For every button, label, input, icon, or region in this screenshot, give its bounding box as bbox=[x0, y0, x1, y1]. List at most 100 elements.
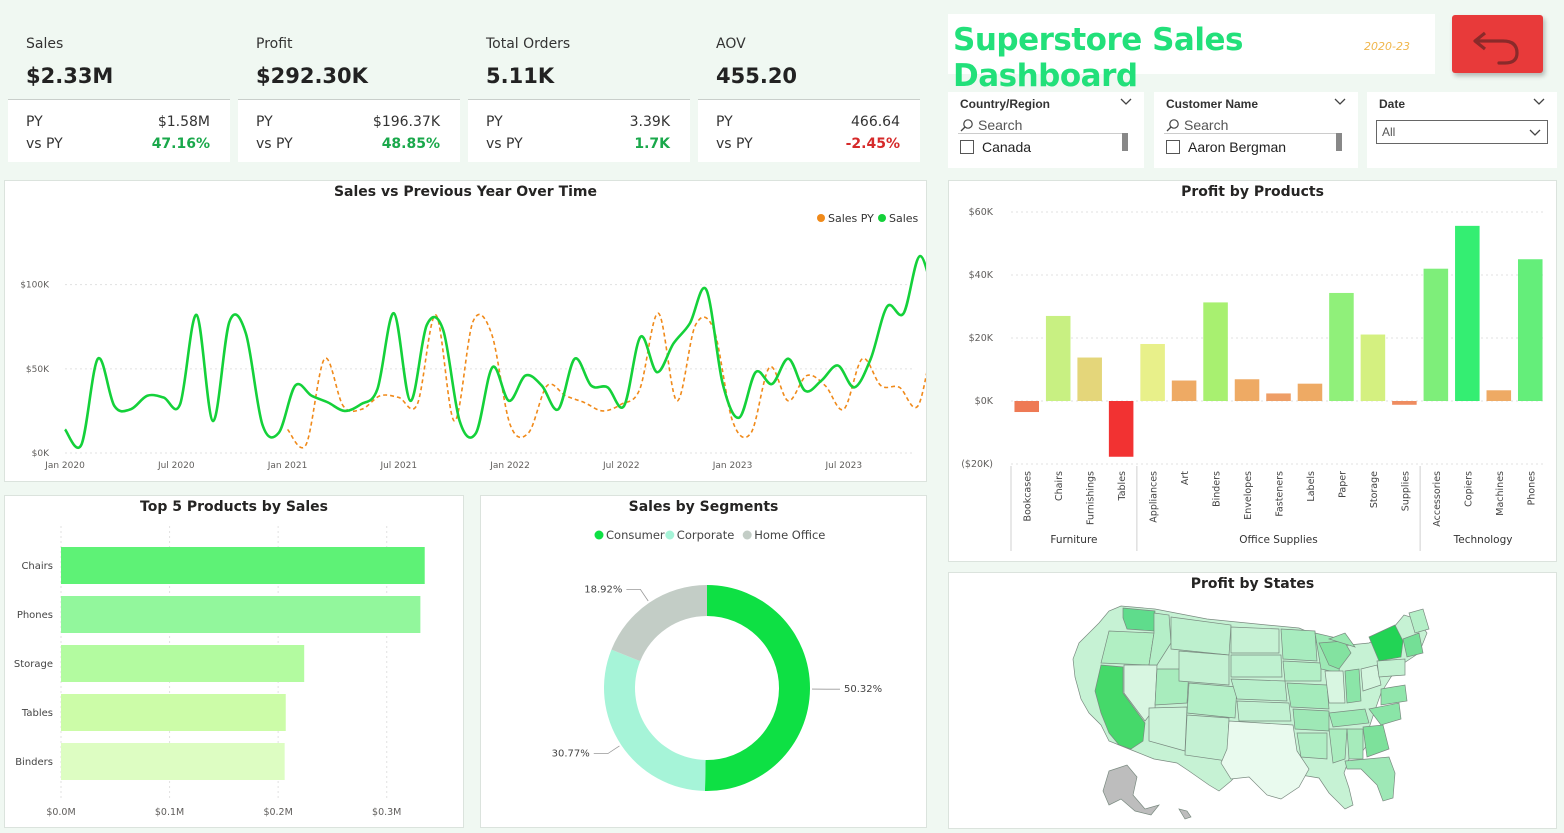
x-tick-label: Paper bbox=[1337, 471, 1348, 498]
bar-storage[interactable] bbox=[61, 645, 305, 682]
date-dropdown[interactable]: All bbox=[1376, 120, 1548, 144]
kpi-label: Sales bbox=[26, 36, 64, 52]
profit-by-products-chart[interactable]: Profit by Products ($20K) $0K $20K $40K $60K… bbox=[948, 180, 1557, 562]
y-tick-label: Storage bbox=[14, 659, 53, 670]
bar-paper[interactable] bbox=[1329, 292, 1354, 401]
leader-line bbox=[626, 589, 649, 602]
bar-furnishings[interactable] bbox=[1077, 357, 1102, 401]
slice-corporate[interactable] bbox=[604, 649, 706, 791]
bar-storage[interactable] bbox=[1360, 334, 1386, 401]
date-slicer[interactable]: Date All bbox=[1367, 92, 1557, 168]
series-line-sales-py[interactable] bbox=[286, 288, 926, 449]
checkbox[interactable] bbox=[960, 140, 974, 154]
y-tick-label: ($20K) bbox=[961, 459, 993, 470]
country-slicer-scrollbar[interactable] bbox=[1122, 133, 1128, 151]
y-tick-label: Chairs bbox=[21, 561, 53, 572]
checkbox[interactable] bbox=[1166, 140, 1180, 154]
country-search-placeholder: Search bbox=[978, 117, 1023, 133]
kpi-label: Total Orders bbox=[486, 36, 571, 52]
legend-label: Consumer bbox=[606, 528, 665, 542]
x-tick-label: $0.2M bbox=[263, 807, 292, 818]
bar-copiers[interactable] bbox=[1455, 225, 1480, 401]
sales-by-segments-chart[interactable]: Sales by Segments Consumer Corporate Home … bbox=[480, 495, 927, 828]
x-tick-label: Envelopes bbox=[1243, 471, 1254, 520]
kpi-label: Profit bbox=[256, 36, 293, 52]
bar-fasteners[interactable] bbox=[1266, 393, 1291, 401]
kpi-comparison: PY 466.64 vs PY -2.45% bbox=[698, 99, 920, 162]
kpi-vs-row: vs PY 47.16% bbox=[26, 136, 210, 152]
customer-option[interactable]: Aaron Bergman bbox=[1166, 139, 1286, 155]
chevron-down-icon bbox=[1529, 129, 1541, 136]
country-option-label: Canada bbox=[982, 139, 1032, 155]
bar-bookcases[interactable] bbox=[1014, 401, 1040, 413]
data-label: 18.92% bbox=[584, 584, 622, 595]
data-label: 50.32% bbox=[844, 684, 882, 695]
country-option[interactable]: Canada bbox=[960, 139, 1031, 155]
bar-chairs[interactable] bbox=[61, 547, 425, 584]
bar-supplies[interactable] bbox=[1392, 401, 1417, 405]
y-tick-label: $20K bbox=[969, 333, 994, 344]
chevron-down-icon[interactable] bbox=[1120, 98, 1132, 106]
chart-title: Sales vs Previous Year Over Time bbox=[333, 184, 598, 200]
country-search-input[interactable]: Search bbox=[960, 117, 1022, 133]
bar-phones[interactable] bbox=[1517, 259, 1543, 401]
texas-shape bbox=[1220, 720, 1310, 800]
chart-title: Sales by Segments bbox=[628, 499, 779, 515]
chevron-down-icon[interactable] bbox=[1334, 98, 1346, 106]
bar-binders[interactable] bbox=[1203, 302, 1228, 401]
kpi-vs-row: vs PY -2.45% bbox=[716, 136, 900, 152]
bar-envelopes[interactable] bbox=[1234, 379, 1260, 401]
bar-machines[interactable] bbox=[1486, 390, 1512, 401]
kpi-card-total-orders: Total Orders 5.11K bbox=[468, 8, 690, 96]
x-tick-label: Binders bbox=[1212, 471, 1223, 507]
x-tick-label: Copiers bbox=[1463, 471, 1474, 507]
x-tick-label: Jul 2021 bbox=[379, 461, 417, 471]
kpi-py-value: $1.58M bbox=[157, 114, 210, 130]
kpi-vs-label: vs PY bbox=[256, 136, 293, 152]
x-tick-label: Fasteners bbox=[1275, 471, 1286, 517]
country-slicer[interactable]: Country/Region Search Canada bbox=[948, 92, 1144, 168]
bar-tables[interactable] bbox=[61, 694, 286, 731]
search-icon bbox=[1166, 119, 1179, 132]
bar-appliances[interactable] bbox=[1140, 343, 1165, 401]
y-tick-label: $0K bbox=[32, 449, 50, 459]
y-tick-label: $40K bbox=[969, 270, 994, 281]
series-line-sales[interactable] bbox=[63, 254, 926, 449]
bar-labels[interactable] bbox=[1297, 383, 1323, 401]
x-tick-label: Jul 2022 bbox=[602, 461, 640, 471]
bar-accessories[interactable] bbox=[1423, 268, 1449, 401]
kpi-comparison: PY $1.58M vs PY 47.16% bbox=[8, 99, 230, 162]
dashboard-subtitle: 2020-23 bbox=[1364, 40, 1410, 53]
washington-shape bbox=[1122, 607, 1156, 632]
kpi-py-row: PY $1.58M bbox=[26, 114, 210, 130]
x-tick-label: $0.0M bbox=[46, 807, 75, 818]
new-york-shape bbox=[1368, 624, 1404, 662]
profit-chart-svg: ($20K) $0K $20K $40K $60K Bookcases Chairs Furn… bbox=[961, 207, 1546, 551]
bar-chairs[interactable] bbox=[1045, 315, 1071, 401]
customer-search-placeholder: Search bbox=[1184, 117, 1229, 133]
slice-consumer[interactable] bbox=[704, 585, 811, 791]
y-tick-label: $50K bbox=[26, 365, 50, 375]
customer-slicer[interactable]: Customer Name Search Aaron Bergman bbox=[1154, 92, 1358, 168]
kpi-value: $292.30K bbox=[256, 64, 368, 88]
chevron-down-icon[interactable] bbox=[1533, 98, 1545, 106]
bar-art[interactable] bbox=[1171, 380, 1197, 401]
profit-by-states-map[interactable]: Profit by States bbox=[948, 572, 1557, 829]
x-tick-label: Chairs bbox=[1054, 471, 1065, 501]
bar-binders[interactable] bbox=[61, 743, 285, 780]
date-dropdown-value: All bbox=[1382, 125, 1396, 139]
bar-tables[interactable] bbox=[1108, 401, 1134, 457]
customer-slicer-scrollbar[interactable] bbox=[1336, 133, 1342, 151]
chart-title: Top 5 Products by Sales bbox=[140, 499, 328, 515]
top5-products-chart[interactable]: Top 5 Products by Sales $0.0M $0.1M $0.2M $… bbox=[4, 495, 464, 828]
slice-home-office[interactable] bbox=[611, 585, 707, 662]
x-tick-label: Jan 2022 bbox=[489, 461, 530, 471]
back-button[interactable] bbox=[1452, 15, 1543, 73]
kpi-vs-label: vs PY bbox=[26, 136, 63, 152]
x-tick-label: Jul 2020 bbox=[157, 461, 195, 471]
kpi-vs-label: vs PY bbox=[716, 136, 753, 152]
legend-marker bbox=[742, 530, 752, 540]
sales-vs-py-chart[interactable]: Sales vs Previous Year Over Time $0K $50K… bbox=[4, 180, 927, 482]
bar-phones[interactable] bbox=[61, 596, 421, 633]
customer-search-input[interactable]: Search bbox=[1166, 117, 1228, 133]
